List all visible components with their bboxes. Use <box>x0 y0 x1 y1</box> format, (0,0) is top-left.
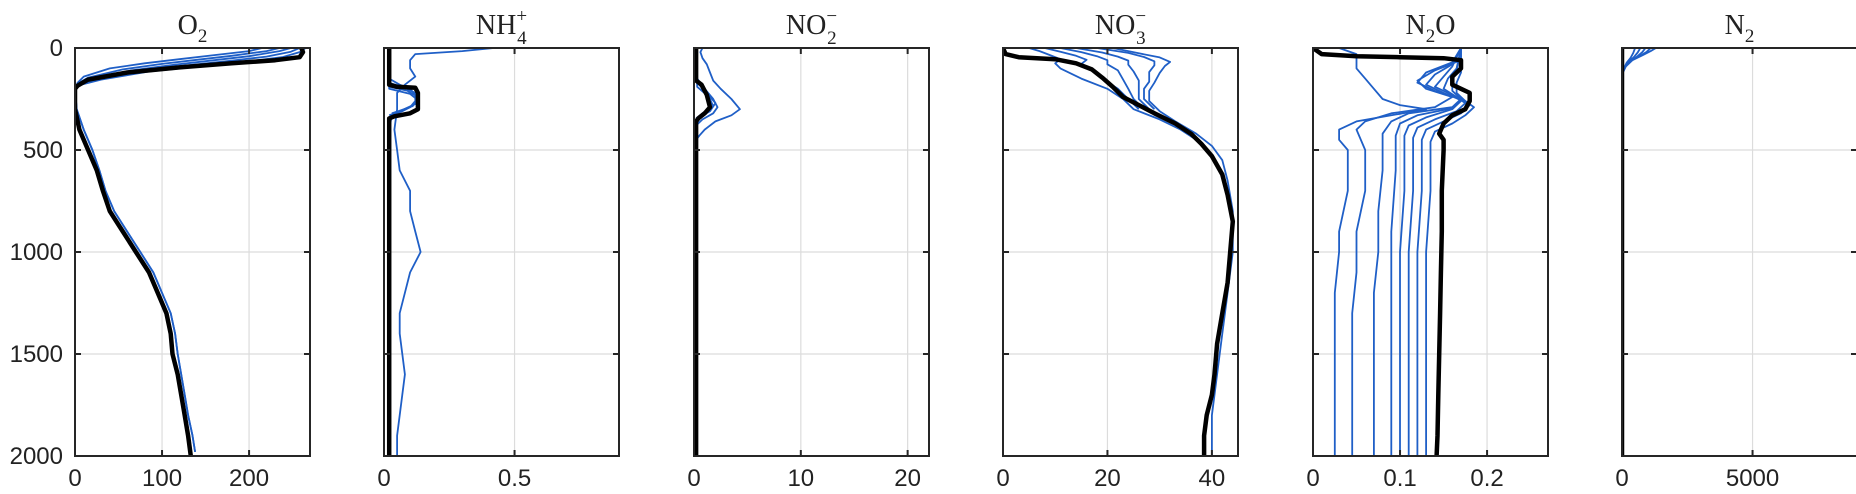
x-tick-label-1: 20 <box>1094 465 1121 492</box>
x-tick-label-0: 0 <box>1306 465 1319 492</box>
title-base: N <box>1725 10 1745 41</box>
panel-2: 0 0.5 NH+ 4 <box>377 6 620 492</box>
title-subscript: 2 <box>198 26 208 47</box>
y-tick-label-1: 500 <box>23 137 63 164</box>
title-subscript: 2 <box>1426 26 1436 47</box>
panel-title: O2 <box>178 10 208 47</box>
x-tick-label-0: 0 <box>1615 465 1628 492</box>
series-line-5 <box>1096 48 1156 110</box>
x-tick-label-2: 20 <box>894 465 921 492</box>
title-superscript: − <box>826 6 837 27</box>
title-base: NO <box>786 10 826 41</box>
title-tail: O <box>1435 10 1455 41</box>
x-tick-label-1: 0.5 <box>498 465 531 492</box>
title-base: O <box>178 10 198 41</box>
title-superscript: + <box>516 6 527 27</box>
x-tick-label-0: 0 <box>68 465 81 492</box>
panel-4: 0 20 40 NO− 3 <box>996 6 1239 492</box>
y-tick-label-0: 0 <box>50 35 63 62</box>
series-line-4 <box>1075 48 1150 110</box>
series-line-4 <box>1390 48 1462 456</box>
title-subscript: 2 <box>1745 26 1755 47</box>
title-base: N <box>1406 10 1426 41</box>
series-line-1 <box>695 48 741 456</box>
series-line-2 <box>75 48 280 453</box>
series-final-line <box>1313 48 1472 456</box>
panel-3: 0 10 20 NO− 2 <box>687 6 930 492</box>
x-tick-label-0: 0 <box>687 465 700 492</box>
series-line-6 <box>1407 48 1467 456</box>
y-tick-label-2: 1000 <box>10 239 63 266</box>
title-base: NH <box>476 10 516 41</box>
panel-5: 0 0.1 0.2 N2O <box>1306 10 1549 492</box>
series-group <box>75 48 307 456</box>
x-tick-label-0: 0 <box>377 465 390 492</box>
panel-title: NO− 3 <box>1095 6 1146 49</box>
x-tick-label-2: 0.2 <box>1470 465 1503 492</box>
x-tick-label-1: 5000 <box>1726 465 1779 492</box>
panel-title: NO− 2 <box>786 6 837 49</box>
series-line-1 <box>1333 48 1427 456</box>
series-final-line <box>1003 48 1236 456</box>
series-group <box>1003 48 1236 456</box>
y-tick-label-4: 2000 <box>10 443 63 470</box>
x-tick-label-2: 200 <box>229 465 269 492</box>
series-group <box>386 48 494 456</box>
x-tick-label-2: 40 <box>1199 465 1226 492</box>
series-group <box>1313 48 1475 456</box>
series-line-5 <box>1399 48 1462 456</box>
title-superscript: − <box>1135 6 1146 27</box>
series-group <box>694 48 741 456</box>
panel-title: NH+ 4 <box>476 6 527 49</box>
series-line-3 <box>1373 48 1462 456</box>
title-subscript: 4 <box>517 28 527 49</box>
series-line-6 <box>1112 48 1234 456</box>
title-subscript: 2 <box>827 28 837 49</box>
y-tick-label-3: 1500 <box>10 341 63 368</box>
x-tick-label-1: 100 <box>142 465 182 492</box>
x-tick-label-1: 0.1 <box>1383 465 1416 492</box>
x-tick-label-1: 10 <box>787 465 814 492</box>
series-final-line <box>694 48 713 456</box>
panel-title: N2 <box>1725 10 1755 47</box>
title-subscript: 3 <box>1136 28 1146 49</box>
series-line-1 <box>1028 48 1208 151</box>
x-tick-label-0: 0 <box>996 465 1009 492</box>
panel-6: 0 5000 N2 <box>1615 10 1856 492</box>
title-base: NO <box>1095 10 1135 41</box>
series-line-3 <box>1060 48 1145 110</box>
series-final-line <box>75 48 306 456</box>
series-line-1 <box>393 48 494 456</box>
panel-title: N2O <box>1406 10 1456 47</box>
